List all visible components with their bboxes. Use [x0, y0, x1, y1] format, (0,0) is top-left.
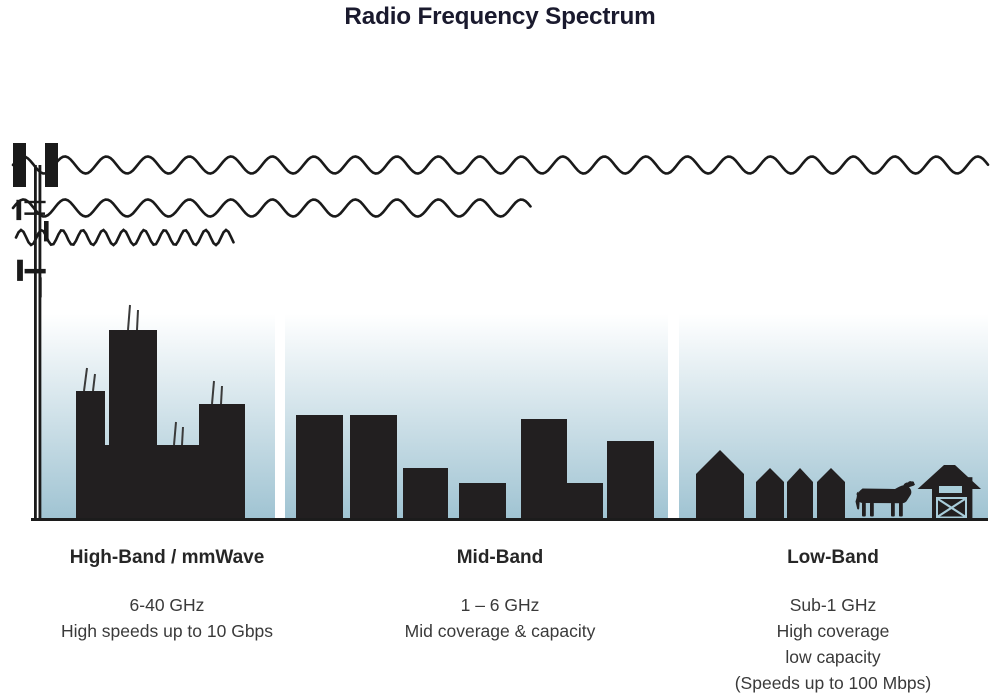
svg-text:High coverage: High coverage	[777, 621, 890, 641]
svg-text:Mid-Band: Mid-Band	[457, 547, 544, 568]
svg-text:Mid coverage & capacity: Mid coverage & capacity	[405, 621, 596, 641]
svg-text:High-Band / mmWave: High-Band / mmWave	[70, 547, 265, 568]
svg-text:low capacity: low capacity	[785, 647, 881, 667]
svg-text:High speeds up to 10 Gbps: High speeds up to 10 Gbps	[61, 621, 273, 641]
svg-text:Low-Band: Low-Band	[787, 547, 879, 568]
svg-text:Sub-1 GHz: Sub-1 GHz	[790, 595, 877, 615]
svg-text:Radio Frequency Spectrum: Radio Frequency Spectrum	[344, 3, 655, 30]
svg-text:(Speeds up to 100 Mbps): (Speeds up to 100 Mbps)	[735, 673, 932, 693]
svg-text:6-40 GHz: 6-40 GHz	[130, 595, 205, 615]
svg-text:1 – 6 GHz: 1 – 6 GHz	[461, 595, 540, 615]
